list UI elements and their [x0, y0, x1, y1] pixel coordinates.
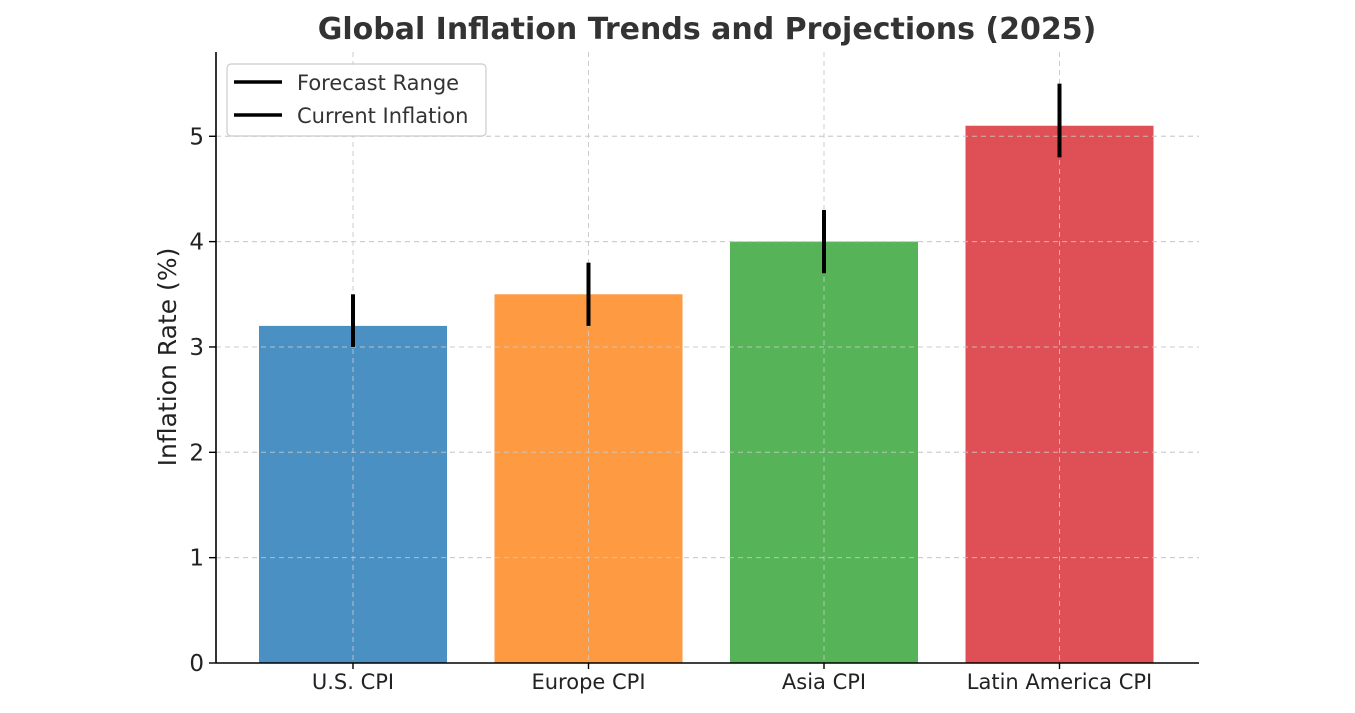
y-axis-label: Inflation Rate (%)	[153, 248, 182, 467]
y-tick-label: 2	[189, 440, 204, 466]
bars	[216, 52, 1199, 663]
y-tick-label: 1	[189, 546, 204, 572]
y-tick-label: 0	[189, 651, 204, 677]
x-tick-label: Latin America CPI	[967, 670, 1152, 694]
x-tick-label: Europe CPI	[531, 670, 645, 694]
legend-current-inflation-label: Current Inflation	[297, 104, 468, 128]
y-tick-label: 5	[189, 124, 204, 150]
x-ticks: U.S. CPI Europe CPI Asia CPI Latin America …	[312, 663, 1152, 694]
x-tick-label: Asia CPI	[782, 670, 866, 694]
y-ticks: 0 1 2 3 4 5	[189, 124, 216, 677]
axes	[215, 52, 1199, 664]
legend: Forecast Range Current Inflation	[226, 63, 487, 137]
legend-forecast-range-label: Forecast Range	[297, 71, 459, 95]
chart-title: Global Inflation Trends and Projections …	[318, 12, 1097, 47]
y-tick-label: 4	[189, 230, 204, 256]
y-tick-label: 3	[189, 335, 204, 361]
x-tick-label: U.S. CPI	[312, 670, 394, 694]
forecast-range-bars	[351, 83, 1062, 347]
legend-box	[226, 63, 487, 137]
